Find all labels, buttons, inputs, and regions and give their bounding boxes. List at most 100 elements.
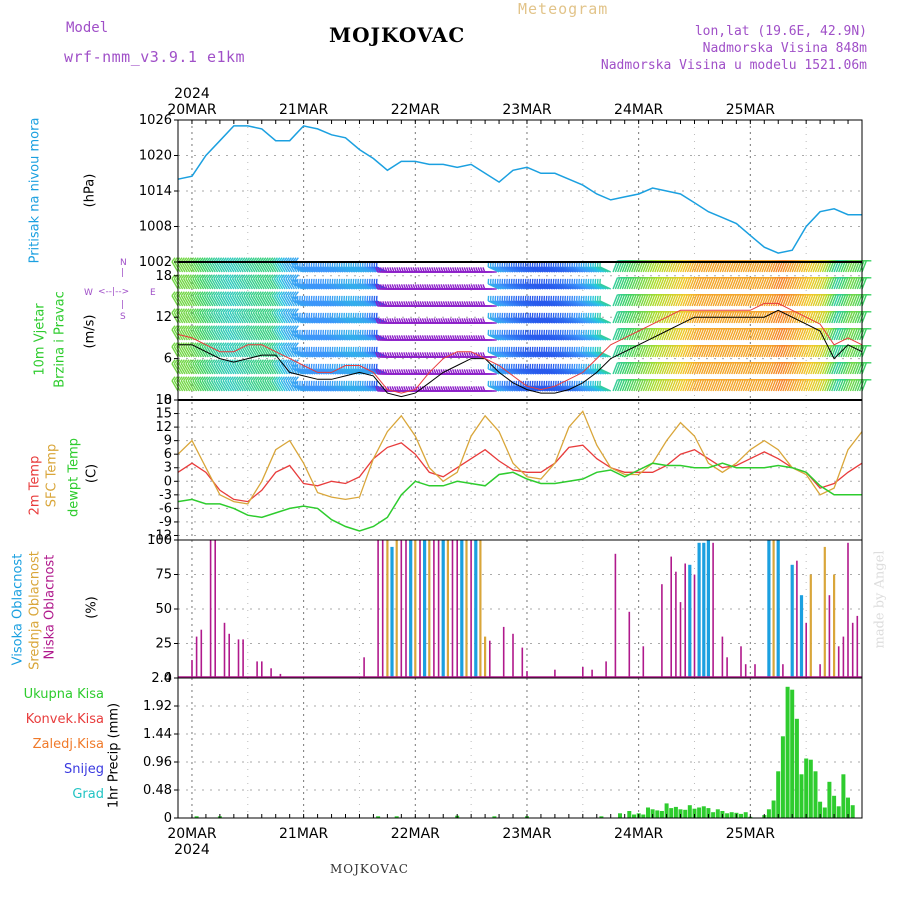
- model-elevation-label: Nadmorska Visina u modelu 1521.06m: [600, 58, 867, 73]
- wind-barb: [810, 328, 816, 341]
- wind-barb: [682, 362, 688, 375]
- wind-barb: [670, 294, 677, 307]
- wind-barb: [612, 311, 619, 324]
- wind-barb-flag: [273, 308, 278, 314]
- wind-barb-flag: [222, 291, 227, 297]
- wind-barb: [311, 300, 323, 307]
- wind-barb-flag: [227, 308, 232, 314]
- wind-barb: [515, 368, 528, 375]
- precip-bar: [715, 809, 720, 819]
- wind-barb-flag: [248, 376, 253, 382]
- wind-barb: [185, 380, 193, 392]
- wind-barb-flag: [459, 267, 463, 273]
- wind-barb: [672, 345, 679, 358]
- wind-barb-flag: [398, 386, 402, 392]
- wind-barb-flag: [475, 386, 479, 392]
- wind-barb-flag: [294, 325, 299, 331]
- wind-barb-flag: [178, 274, 183, 280]
- wind-barb-flag: [180, 325, 185, 331]
- temp-tick-label: -12: [151, 528, 172, 543]
- wind-barb-flag: [393, 386, 397, 392]
- wind-barb-flag: [210, 274, 216, 280]
- wind-barb: [534, 368, 546, 375]
- wind-barb: [327, 283, 339, 290]
- wind-barb: [525, 283, 537, 290]
- wind-barb: [341, 368, 353, 375]
- wind-barb: [189, 363, 198, 375]
- wind-barb: [807, 311, 814, 324]
- wind-barb: [369, 368, 381, 375]
- wind-barb: [573, 351, 586, 358]
- wind-barb: [369, 317, 381, 324]
- wind-barb: [541, 283, 553, 290]
- wind-barb: [758, 277, 765, 290]
- wind-barb-flag: [206, 257, 211, 263]
- wind-barb: [793, 294, 800, 307]
- precip-bar: [725, 813, 730, 818]
- wind-barb-flag: [403, 267, 407, 273]
- wind-barb: [705, 328, 712, 341]
- wind-barb-flag: [393, 335, 397, 341]
- wind-barb: [257, 363, 265, 375]
- wind-barb-flag: [192, 257, 197, 263]
- wind-barb-flag: [463, 335, 467, 341]
- wind-barb: [693, 328, 700, 341]
- wind-barb-flag: [375, 335, 379, 341]
- wind-barb-flag: [459, 318, 463, 324]
- wind-barb: [271, 261, 279, 273]
- wind-barb-flag: [403, 284, 407, 290]
- wind-barb-flag: [403, 335, 407, 341]
- wind-barb: [287, 380, 295, 392]
- wind-barb: [332, 283, 344, 290]
- wind-barb-flag: [391, 301, 395, 307]
- wind-barb-flag: [194, 376, 199, 382]
- wind-barb: [362, 385, 374, 392]
- wind-barb: [691, 328, 698, 341]
- wind-barb: [592, 385, 605, 392]
- wind-barb: [803, 379, 809, 392]
- wind-barb-flag: [199, 325, 204, 331]
- wind-barb: [518, 334, 530, 341]
- wind-barb: [501, 300, 514, 307]
- wind-barb: [745, 328, 751, 341]
- wind-barb-flag: [445, 318, 449, 324]
- wind-barb: [511, 266, 523, 273]
- wind-barb-flag: [245, 291, 251, 297]
- wind-barb: [250, 261, 258, 273]
- wind-barb-flag: [259, 257, 265, 263]
- wind-barb: [576, 368, 588, 375]
- wind-barb: [672, 311, 679, 324]
- wind-barb-flag: [470, 267, 474, 273]
- wind-barb-flag: [391, 335, 395, 341]
- wind-barb-flag: [463, 352, 467, 358]
- wind-barb-flag: [252, 308, 258, 314]
- wind-barb: [578, 317, 591, 324]
- wind-barb: [828, 277, 835, 290]
- wind-barb-flag: [292, 325, 297, 331]
- wind-barb: [187, 363, 195, 375]
- wind-barb: [297, 283, 309, 290]
- wind-barb: [803, 277, 809, 290]
- wind-barb: [364, 266, 377, 273]
- wind-barb: [171, 346, 179, 358]
- wind-barb: [355, 317, 367, 324]
- wind-barb: [215, 295, 223, 307]
- precip-legend-hail: Grad: [72, 787, 104, 802]
- wind-barb: [308, 351, 321, 358]
- wind-barb: [269, 278, 277, 290]
- wind-barb: [301, 283, 314, 290]
- wind-barb-flag: [452, 386, 456, 392]
- wind-barb: [187, 261, 195, 273]
- wind-barb: [555, 351, 567, 358]
- wind-barb: [243, 295, 251, 307]
- wind-barb: [800, 311, 807, 324]
- wind-barb: [578, 266, 591, 273]
- wind-barb-flag: [203, 308, 209, 314]
- wind-barb: [534, 283, 546, 290]
- wind-barb: [352, 334, 365, 341]
- wind-barb-flag: [384, 301, 388, 307]
- wind-barb: [243, 380, 251, 392]
- wind-barb-flag: [414, 318, 418, 324]
- wind-barb: [269, 363, 277, 375]
- wind-barb: [541, 368, 553, 375]
